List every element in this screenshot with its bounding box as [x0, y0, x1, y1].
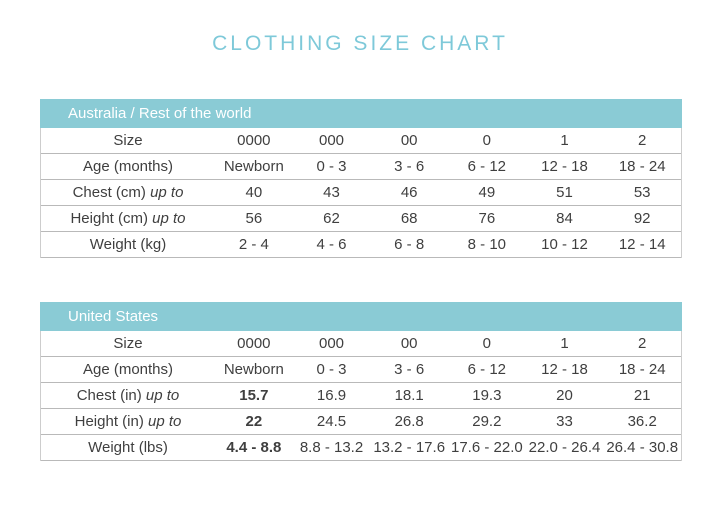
- table-cell: 000: [318, 335, 345, 352]
- row-label-italic-suffix: up to: [141, 387, 180, 404]
- table-row: Age (months) Newborn 0 - 3 3 - 6 6 - 12 12 - …: [41, 154, 681, 180]
- row-label: Height (in) up to: [74, 413, 182, 430]
- table-australia: Australia / Rest of the world Size 0000 00…: [40, 99, 682, 258]
- table-united-states: United States Size 0000 000 00 0 1 2 Age (month…: [40, 302, 682, 461]
- table-australia-header-band: Australia / Rest of the world: [40, 99, 682, 128]
- table-row: Chest (in) up to 15.7 16.9 18.1 19.3 20 21: [41, 383, 681, 409]
- table-cell: 36.2: [627, 413, 657, 430]
- table-cell: 49: [478, 184, 496, 201]
- table-cell: 1: [560, 132, 569, 149]
- table-cell: 6 - 12: [467, 361, 507, 378]
- row-label: Weight (kg): [89, 236, 167, 253]
- table-cell: 12 - 18: [541, 361, 588, 378]
- row-label: Weight (lbs): [88, 439, 168, 456]
- table-cell: 4.4 - 8.8: [226, 439, 282, 456]
- row-label: Chest (cm) up to: [72, 184, 184, 201]
- table-cell: 0: [482, 132, 492, 149]
- table-cell: 19.3: [472, 387, 502, 404]
- table-cell: 0 - 3: [316, 158, 347, 175]
- table-cell: 22.0 - 26.4: [528, 439, 601, 456]
- table-cell: 8 - 10: [467, 236, 507, 253]
- table-cell: 000: [318, 132, 345, 149]
- table-cell: 2: [638, 335, 647, 352]
- row-label-italic-suffix: up to: [143, 413, 182, 430]
- row-label: Size: [113, 132, 143, 149]
- table-row: Height (cm) up to 56 62 68 76 84 92: [41, 206, 681, 232]
- table-cell: 84: [556, 210, 573, 227]
- table-cell: 0000: [237, 335, 271, 352]
- table-cell: 21: [633, 387, 651, 404]
- table-cell: 17.6 - 22.0: [450, 439, 523, 456]
- size-chart-page: CLOTHING SIZE CHART Australia / Rest of …: [0, 32, 720, 461]
- table-cell: 15.7: [239, 387, 269, 404]
- table-cell: 0: [482, 335, 492, 352]
- table-cell: 33: [556, 413, 573, 430]
- page-title: CLOTHING SIZE CHART: [212, 32, 508, 55]
- table-cell: 00: [400, 335, 418, 352]
- table-cell: 22: [245, 413, 263, 430]
- table-united-states-header-label: United States: [68, 308, 159, 325]
- table-cell: 76: [478, 210, 496, 227]
- table-cell: 10 - 12: [541, 236, 588, 253]
- table-cell: 6 - 12: [467, 158, 507, 175]
- table-row: Size 0000 000 00 0 1 2: [41, 128, 681, 154]
- table-cell: 68: [400, 210, 418, 227]
- table-row: Weight (lbs) 4.4 - 8.8 8.8 - 13.2 13.2 - 17…: [41, 435, 681, 461]
- table-cell: 6 - 8: [394, 236, 425, 253]
- table-cell: 43: [323, 184, 340, 201]
- table-cell: 29.2: [472, 413, 502, 430]
- table-row: Height (in) up to 22 24.5 26.8 29.2 33 36.2: [41, 409, 681, 435]
- row-label-italic-suffix: up to: [145, 184, 184, 201]
- table-cell: 26.4 - 30.8: [606, 439, 679, 456]
- table-cell: 4 - 6: [316, 236, 347, 253]
- table-cell: 3 - 6: [394, 361, 425, 378]
- row-label: Height (cm) up to: [70, 210, 186, 227]
- table-cell: 56: [245, 210, 263, 227]
- table-cell: 3 - 6: [394, 158, 425, 175]
- table-cell: 92: [633, 210, 651, 227]
- table-australia-rows: Size 0000 000 00 0 1 2 Age (months) Newborn 0 - 3…: [40, 128, 682, 258]
- table-cell: 26.8: [394, 413, 424, 430]
- table-cell: 24.5: [316, 413, 347, 430]
- row-label: Chest (in) up to: [76, 387, 180, 404]
- table-cell: 18 - 24: [618, 361, 666, 378]
- table-united-states-rows: Size 0000 000 00 0 1 2 Age (months) Newborn 0 - 3…: [40, 331, 682, 461]
- table-cell: 46: [400, 184, 418, 201]
- table-cell: 12 - 18: [541, 158, 588, 175]
- table-cell: 8.8 - 13.2: [299, 439, 364, 456]
- table-united-states-header-band: United States: [40, 302, 682, 331]
- row-label: Age (months): [82, 158, 174, 175]
- table-cell: Newborn: [223, 158, 284, 175]
- table-cell: 53: [633, 184, 651, 201]
- row-label: Size: [113, 335, 143, 352]
- table-row: Age (months) Newborn 0 - 3 3 - 6 6 - 12 12 - …: [41, 357, 681, 383]
- table-cell: 12 - 14: [618, 236, 666, 253]
- table-cell: 2: [638, 132, 647, 149]
- table-cell: Newborn: [223, 361, 284, 378]
- table-cell: 13.2 - 17.6: [373, 439, 446, 456]
- table-australia-header-label: Australia / Rest of the world: [68, 105, 252, 122]
- table-cell: 18.1: [394, 387, 424, 404]
- table-cell: 51: [556, 184, 573, 201]
- table-cell: 2 - 4: [238, 236, 269, 253]
- table-cell: 0 - 3: [316, 361, 347, 378]
- table-cell: 1: [560, 335, 569, 352]
- table-cell: 16.9: [316, 387, 347, 404]
- table-row: Size 0000 000 00 0 1 2: [41, 331, 681, 357]
- table-cell: 00: [400, 132, 418, 149]
- table-cell: 0000: [237, 132, 271, 149]
- table-row: Weight (kg) 2 - 4 4 - 6 6 - 8 8 - 10 10 - 12 1…: [41, 232, 681, 258]
- table-row: Chest (cm) up to 40 43 46 49 51 53: [41, 180, 681, 206]
- row-label: Age (months): [82, 361, 174, 378]
- table-cell: 20: [556, 387, 573, 404]
- table-cell: 18 - 24: [618, 158, 666, 175]
- table-cell: 62: [323, 210, 340, 227]
- row-label-italic-suffix: up to: [147, 210, 186, 227]
- table-cell: 40: [245, 184, 263, 201]
